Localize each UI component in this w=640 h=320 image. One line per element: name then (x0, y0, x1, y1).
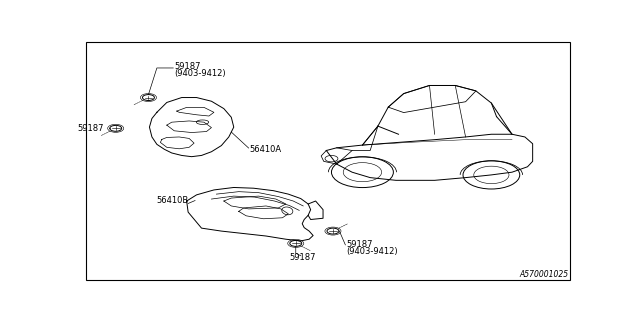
Text: (9403-9412): (9403-9412) (346, 247, 398, 256)
Text: 59187: 59187 (77, 124, 104, 133)
Text: 59187: 59187 (289, 253, 316, 262)
Text: A570001025: A570001025 (520, 270, 568, 279)
Text: 56410B: 56410B (157, 196, 189, 205)
Text: (9403-9412): (9403-9412) (174, 69, 226, 78)
Text: 59187: 59187 (174, 62, 201, 71)
Text: 56410A: 56410A (250, 145, 282, 154)
Text: 59187: 59187 (346, 240, 373, 249)
